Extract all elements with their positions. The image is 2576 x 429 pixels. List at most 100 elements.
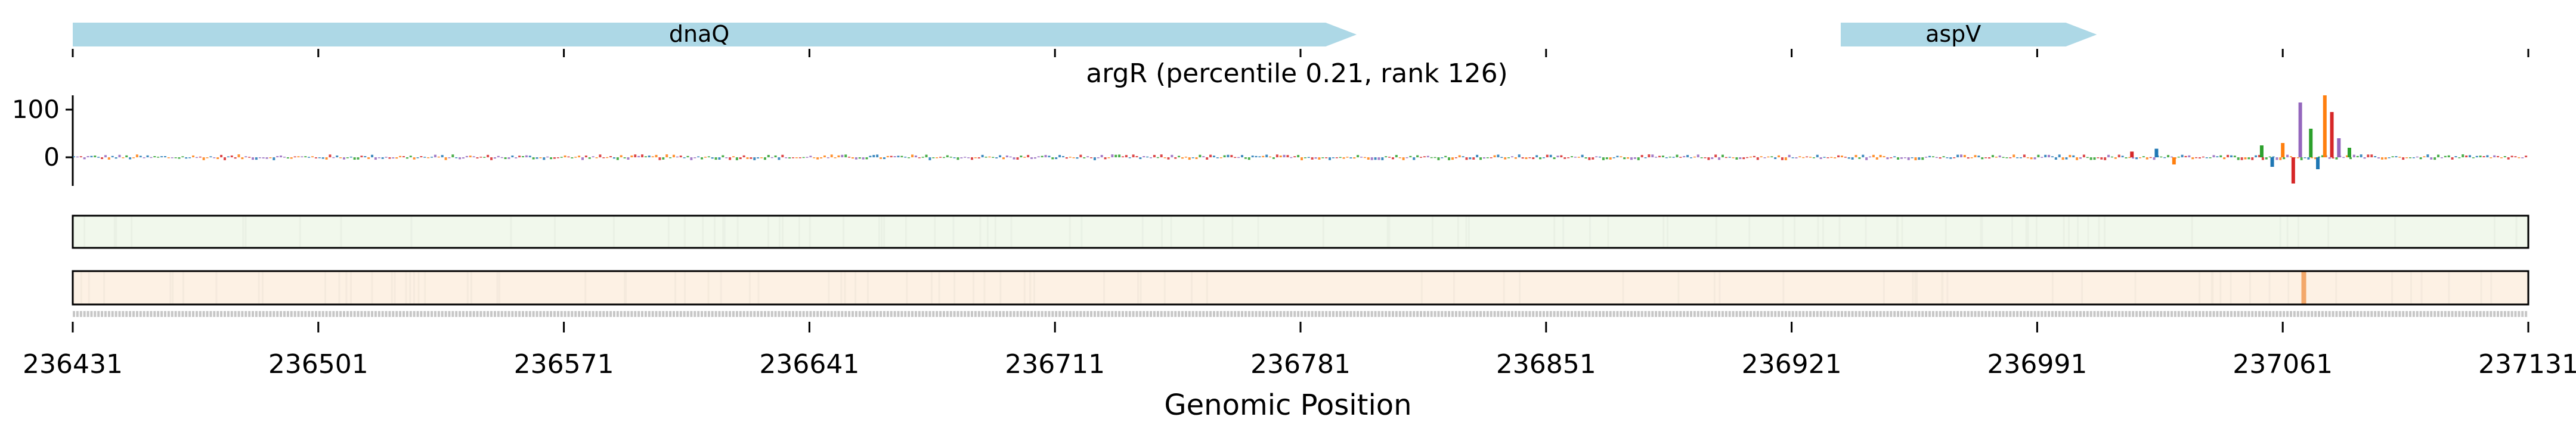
sequence-base (1223, 311, 1226, 317)
attribution-noise-mark (2212, 155, 2215, 157)
sequence-base (953, 311, 956, 317)
attribution-noise-mark (1244, 157, 1247, 159)
attribution-noise-mark (1518, 154, 1521, 157)
sequence-base (1806, 311, 1809, 317)
attribution-noise-mark (1258, 156, 1261, 157)
sequence-base (1023, 311, 1026, 317)
attribution-noise-mark (431, 157, 434, 158)
attribution-noise-mark (1616, 156, 1619, 157)
attribution-noise-mark (114, 157, 117, 159)
heatmap-cell (554, 216, 556, 248)
sequence-base (858, 311, 861, 317)
heatmap-cell (2025, 216, 2027, 248)
sequence-base (441, 311, 444, 317)
heatmap-cell (979, 216, 982, 248)
attribution-noise-mark (1044, 155, 1047, 157)
attribution-noise-mark (1661, 156, 1664, 157)
attribution-noise-mark (1774, 157, 1777, 159)
attribution-noise-mark (1812, 157, 1815, 158)
attribution-noise-mark (908, 157, 911, 158)
attribution-noise-mark (2356, 156, 2359, 157)
attribution-noise-mark (1212, 156, 1215, 157)
attribution-noise-mark (1097, 157, 1100, 158)
sequence-base (332, 311, 335, 317)
sequence-base (539, 311, 542, 317)
sequence-base (1139, 311, 1142, 317)
heatmap-cell (840, 271, 843, 304)
sequence-base (1227, 311, 1230, 317)
sequence-base (1756, 311, 1759, 317)
sequence-base (753, 311, 756, 317)
heatmap-cell (345, 271, 348, 304)
sequence-base (178, 311, 181, 317)
attribution-noise-mark (311, 156, 314, 157)
attribution-noise-mark (1767, 156, 1770, 158)
sequence-base (2416, 311, 2419, 317)
attribution-noise-mark (904, 157, 907, 158)
attribution-noise-mark (528, 156, 531, 157)
heatmap-cell (2268, 271, 2271, 304)
attribution-noise-mark (1819, 157, 1822, 159)
attribution-noise-mark (946, 155, 949, 157)
sequence-base (1560, 311, 1563, 317)
sequence-base (1637, 311, 1640, 317)
attribution-noise-mark (665, 154, 668, 157)
attribution-noise-mark (2191, 157, 2194, 160)
sequence-base (683, 311, 686, 317)
sequence-base (339, 311, 342, 317)
attribution-noise-mark (1486, 157, 1489, 158)
sequence-base (1342, 311, 1345, 317)
attribution-noise-mark (1286, 155, 1289, 157)
attribution-noise-mark (2184, 156, 2187, 157)
attribution-noise-mark (2030, 157, 2033, 160)
attribution-noise-mark (2069, 154, 2072, 157)
attribution-noise-mark (1778, 155, 1781, 157)
sequence-base (2518, 311, 2521, 317)
attribution-noise-mark (308, 157, 311, 158)
attribution-noise-mark (750, 157, 753, 159)
sequence-base (1546, 311, 1549, 317)
attribution-noise-mark (616, 157, 619, 160)
sequence-base (1732, 311, 1735, 317)
attribution-noise-mark (1644, 157, 1647, 158)
sequence-base (1774, 311, 1777, 317)
attribution-noise-mark (602, 157, 605, 158)
sequence-base (199, 311, 202, 317)
attribution-noise-mark (1946, 157, 1949, 158)
attribution-noise-mark (2048, 154, 2051, 157)
attribution-noise-mark (1788, 154, 1791, 157)
sequence-base (904, 311, 907, 317)
attribution-noise-mark (1283, 154, 1286, 157)
attribution-noise-mark (1269, 156, 1272, 158)
sequence-base (1405, 311, 1408, 317)
sequence-base (1339, 311, 1342, 317)
sequence-base (616, 311, 619, 317)
attribution-noise-mark (2300, 157, 2303, 160)
attribution-noise-mark (367, 157, 370, 159)
sequence-base (612, 311, 615, 317)
sequence-base (1160, 311, 1163, 317)
attribution-noise-mark (1304, 157, 1306, 158)
sequence-base (1076, 311, 1079, 317)
attribution-noise-mark (1227, 154, 1230, 157)
sequence-base (1444, 311, 1447, 317)
sequence-base (701, 311, 704, 317)
attribution-noise-mark (2227, 154, 2230, 157)
sequence-base (690, 311, 693, 317)
attribution-noise-mark (2089, 157, 2092, 160)
sequence-base (718, 311, 721, 317)
sequence-base (816, 311, 819, 317)
sequence-base (1661, 311, 1664, 317)
sequence-base (665, 311, 668, 317)
attribution-noise-mark (500, 157, 503, 158)
sequence-base (729, 311, 732, 317)
attribution-noise-mark (1546, 154, 1549, 157)
attribution-noise-mark (1262, 156, 1265, 157)
heatmap-cell (1945, 216, 1947, 248)
sequence-base (2132, 311, 2135, 317)
heatmap-cell (934, 216, 936, 248)
sequence-base (602, 311, 605, 317)
heatmap-cell (1562, 216, 1565, 248)
attribution-noise-mark (1542, 157, 1545, 158)
sequence-base (1441, 311, 1444, 317)
